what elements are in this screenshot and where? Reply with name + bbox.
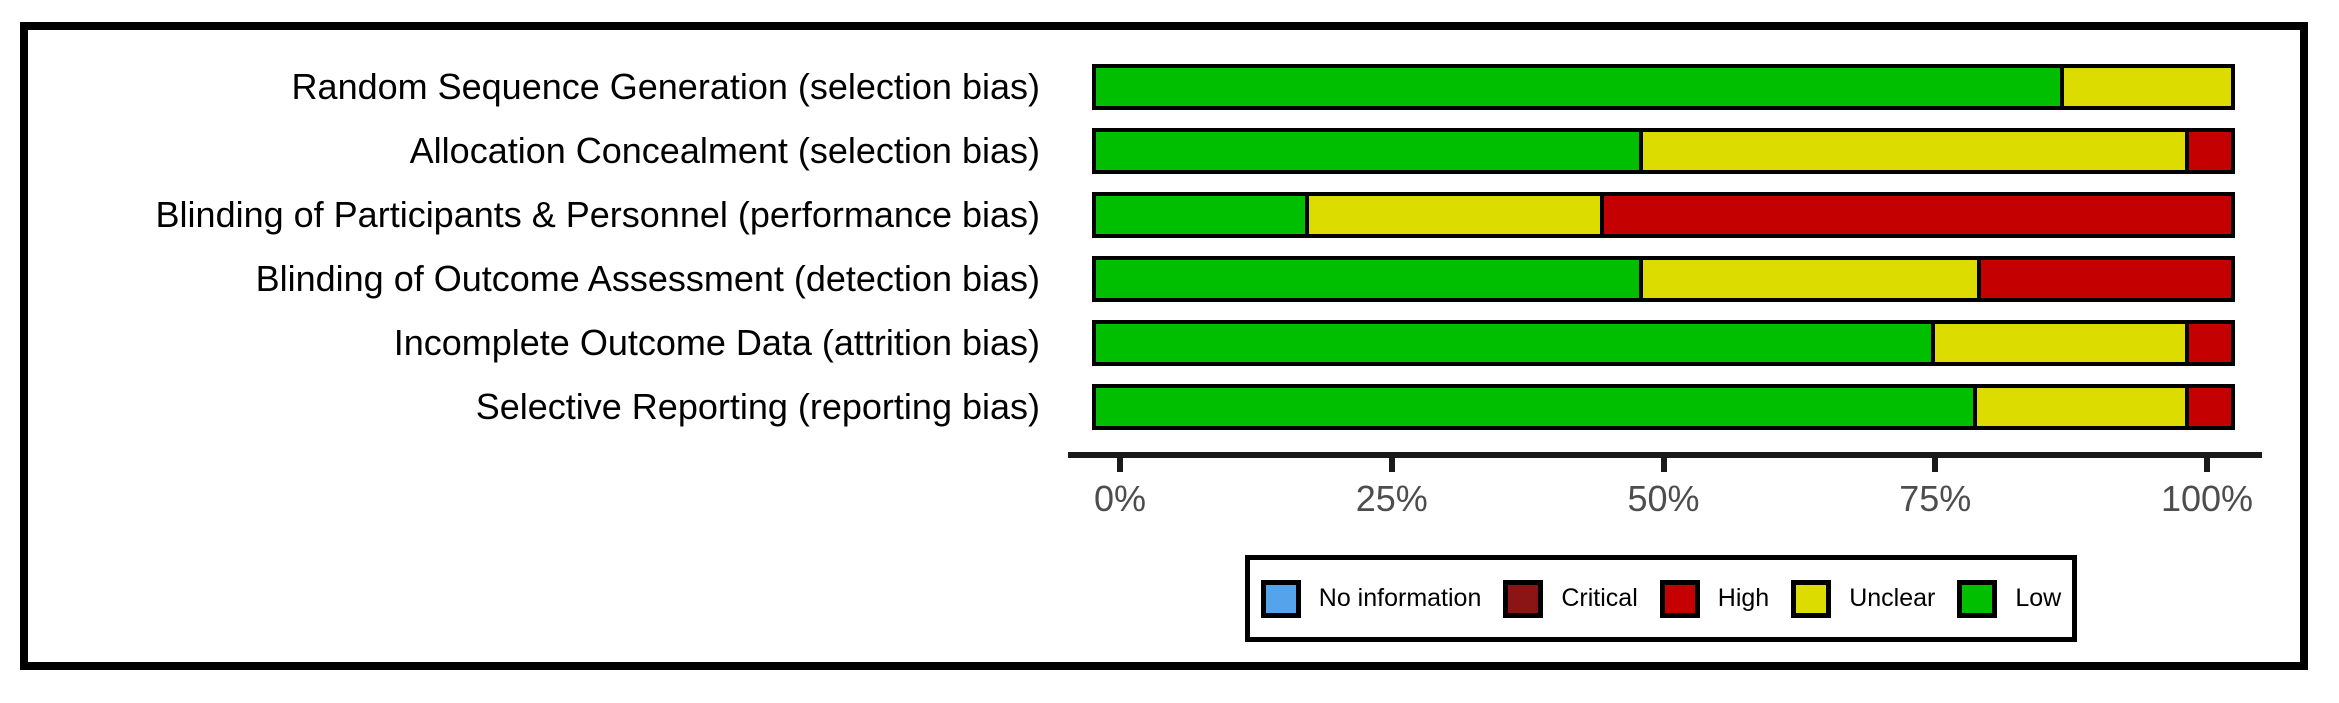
axis-tick-label: 100% [2160,478,2254,519]
bar-zone [1068,320,2262,366]
legend-swatch-high [1659,579,1700,618]
axis-tick [1932,458,1939,472]
bar-segment-unclear [1972,388,2186,426]
legend-label: Critical [1561,584,1638,612]
bar-zone [1068,64,2262,110]
risk-bar [1092,192,2235,238]
legend-item-high: High [1659,579,1770,618]
axis-tick [1660,458,1667,472]
bar-segment-high [2185,132,2231,170]
row-label: Incomplete Outcome Data (attrition bias) [393,322,1040,363]
risk-bar [1092,320,2235,366]
legend-swatch-no-information [1260,579,1301,618]
bar-segment-unclear [2059,68,2231,106]
axis-tick-label: 75% [1899,478,1972,519]
chart-row: Selective Reporting (reporting bias) [28,375,2262,439]
legend-label: High [1717,584,1770,612]
chart-row: Random Sequence Generation (selection bi… [28,55,2262,119]
chart-row: Blinding of Outcome Assessment (detectio… [28,247,2262,311]
axis-tick [1388,458,1395,472]
x-axis-tick-scale: 0% 25% 50% 75% 100% [1094,452,2253,542]
x-axis-line [1068,452,2262,458]
axis-tick-label: 0% [1093,478,1147,519]
legend-item-critical: Critical [1503,579,1638,618]
bar-segment-low [1096,132,1639,170]
row-label: Selective Reporting (reporting bias) [475,386,1040,427]
legend-item-no-information: No information [1260,579,1482,618]
row-label: Blinding of Outcome Assessment (detectio… [255,258,1040,299]
bar-zone [1068,128,2262,174]
legend-swatch-low [1957,579,1998,618]
bar-segment-high [1600,196,2231,234]
risk-bar [1092,64,2235,110]
bar-zone [1068,256,2262,302]
bar-segment-low [1096,68,2060,106]
axis-tick-label: 25% [1355,478,1428,519]
bar-segment-high [2185,324,2231,362]
chart-row: Incomplete Outcome Data (attrition bias) [28,311,2262,375]
legend-label: Unclear [1849,584,1936,612]
row-label: Blinding of Participants & Personnel (pe… [155,194,1040,235]
bar-segment-unclear [1304,196,1601,234]
legend-swatch-critical [1503,579,1544,618]
chart-row: Allocation Concealment (selection bias) [28,119,2262,183]
bar-segment-low [1096,388,1973,426]
bar-segment-high [1976,260,2231,298]
row-label: Allocation Concealment (selection bias) [409,130,1040,171]
risk-bar [1092,384,2235,430]
axis-tick-label: 50% [1627,478,1700,519]
bar-segment-unclear [1638,132,2186,170]
risk-bar [1092,256,2235,302]
bar-segment-high [2185,388,2232,426]
bar-zone [1068,384,2262,430]
chart-rows: Random Sequence Generation (selection bi… [28,55,2262,439]
chart-row: Blinding of Participants & Personnel (pe… [28,183,2262,247]
legend-label: Low [2015,584,2062,612]
legend-label: No information [1318,584,1482,612]
bar-segment-low [1096,324,1932,362]
bar-segment-unclear [1638,260,1977,298]
legend-item-unclear: Unclear [1791,579,1936,618]
row-label: Random Sequence Generation (selection bi… [291,66,1040,107]
bar-segment-low [1096,196,1305,234]
axis-tick [1117,458,1123,472]
axis-tick [2204,458,2210,472]
bar-segment-low [1096,260,1639,298]
risk-bar [1092,128,2235,174]
legend-item-low: Low [1957,579,2062,618]
legend-swatch-unclear [1791,579,1832,618]
legend-box: No information Critical High Unclear Low [1245,555,2077,642]
bar-zone [1068,192,2262,238]
figure-frame: Random Sequence Generation (selection bi… [20,22,2308,670]
x-axis: 0% 25% 50% 75% 100% [1068,452,2262,542]
bar-segment-unclear [1931,324,2186,362]
